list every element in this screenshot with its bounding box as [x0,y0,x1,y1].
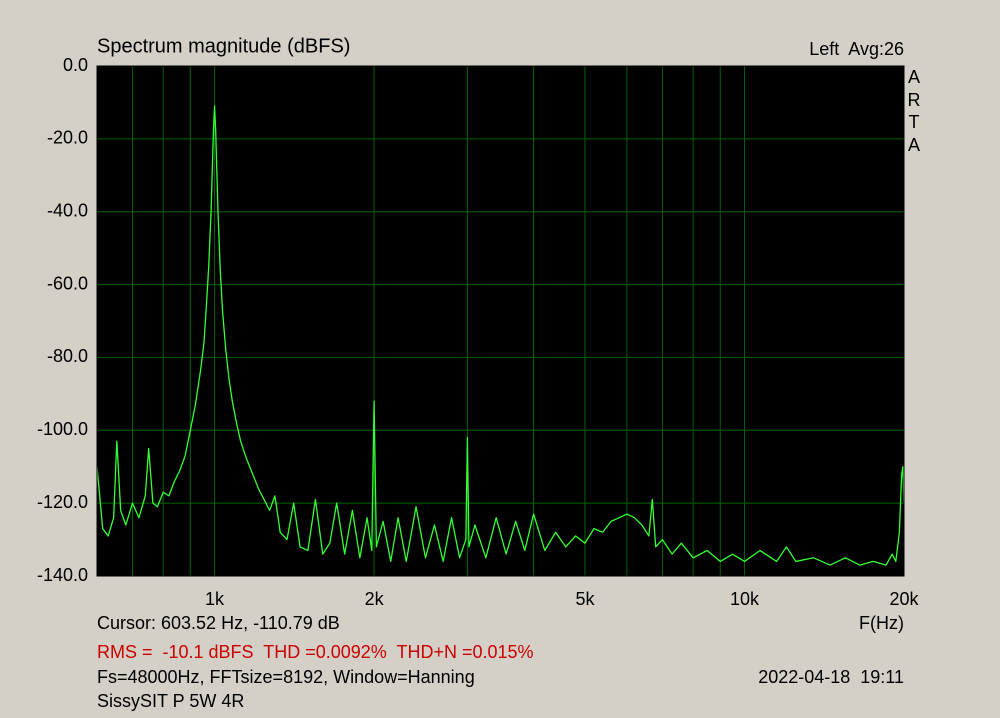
x-axis-label: F(Hz) [859,613,904,633]
y-tick-label: -40.0 [47,200,88,220]
settings: Fs=48000Hz, FFTsize=8192, Window=Hanning [97,667,475,687]
device: SissySIT P 5W 4R [97,691,244,711]
chart-title: Spectrum magnitude (dBFS) [97,35,350,57]
spectrum-line [96,105,905,566]
y-tick-label: -120.0 [37,492,88,512]
plot-border [96,65,905,577]
y-tick-label: 0.0 [63,55,88,75]
x-tick-label: 5k [575,589,595,609]
x-tick-label: 1k [205,589,225,609]
y-tick-label: -80.0 [47,346,88,366]
y-tick-label: -60.0 [47,273,88,293]
x-tick-label: 20k [889,589,919,609]
measurement: RMS = -10.1 dBFS THD =0.0092% THD+N =0.0… [97,642,534,662]
y-tick-label: -100.0 [37,419,88,439]
plot-area [97,66,904,576]
brand: ARTA [907,67,921,155]
x-tick-label: 2k [365,589,385,609]
x-tick-label: 10k [730,589,760,609]
y-tick-label: -20.0 [47,128,88,148]
timestamp: 2022-04-18 19:11 [758,667,904,687]
y-tick-label: -140.0 [37,565,88,585]
cursor-readout: Cursor: 603.52 Hz, -110.79 dB [97,613,340,633]
channel-info: Left Avg:26 [809,39,904,59]
